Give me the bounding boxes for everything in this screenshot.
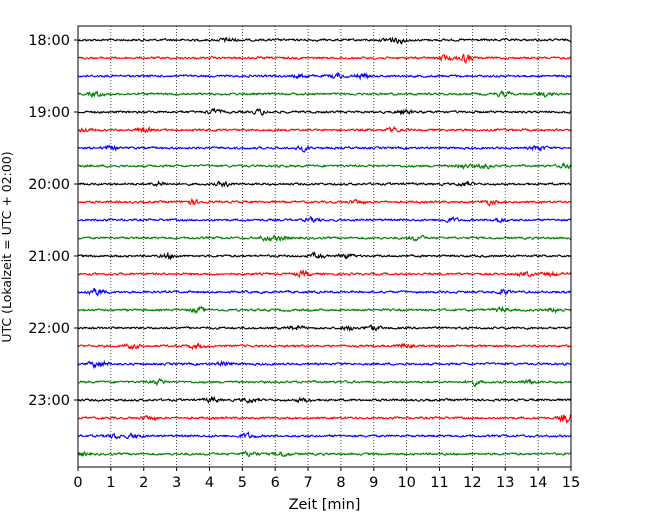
y-tick-label: 22:00	[28, 321, 70, 337]
trace-line	[77, 287, 572, 298]
trace-line	[77, 251, 572, 261]
y-tick-label: 18:00	[28, 33, 70, 49]
trace-line	[77, 359, 572, 370]
y-tick-label: 21:00	[28, 249, 70, 265]
trace-line	[77, 107, 572, 117]
x-tick-label: 0	[73, 475, 82, 491]
trace-line	[77, 342, 572, 351]
x-tick-label: 9	[369, 475, 378, 491]
x-axis-ticks: 0 1 2 3 4 5 6 7 8 9 10 11 12 13 14 15	[73, 467, 580, 491]
trace-line	[77, 450, 572, 458]
y-axis-ticks: 18:00 19:00 20:00 21:00 22:00 23:00	[28, 33, 78, 409]
trace-line	[77, 324, 572, 332]
seismic-traces	[77, 36, 572, 458]
x-tick-label: 7	[303, 475, 312, 491]
trace-line	[77, 179, 572, 189]
x-tick-label: 5	[238, 475, 247, 491]
x-tick-label: 6	[271, 475, 280, 491]
trace-line	[77, 414, 572, 425]
y-tick-label: 23:00	[28, 393, 70, 409]
x-tick-label: 10	[397, 475, 415, 491]
trace-line	[77, 71, 572, 81]
x-tick-label: 14	[529, 475, 547, 491]
x-tick-label: 3	[172, 475, 181, 491]
trace-line	[77, 36, 572, 45]
trace-line	[77, 234, 572, 243]
x-tick-label: 8	[336, 475, 345, 491]
x-tick-label: 12	[463, 475, 481, 491]
trace-line	[77, 431, 572, 440]
trace-line	[77, 215, 572, 224]
x-tick-label: 13	[496, 475, 514, 491]
trace-line	[77, 305, 572, 315]
trace-line	[77, 377, 572, 387]
x-tick-label: 1	[106, 475, 115, 491]
trace-line	[77, 269, 572, 279]
trace-line	[77, 125, 571, 134]
trace-line	[77, 161, 572, 170]
trace-line	[77, 89, 572, 98]
y-tick-label: 19:00	[28, 105, 70, 121]
trace-line	[77, 395, 572, 404]
trace-line	[78, 197, 572, 207]
x-tick-label: 2	[139, 475, 148, 491]
trace-line	[77, 144, 572, 153]
x-axis-title: Zeit [min]	[289, 497, 361, 513]
x-tick-label: 4	[205, 475, 214, 491]
x-tick-label: 15	[562, 475, 580, 491]
trace-line	[77, 53, 572, 64]
plot-frame	[77, 25, 572, 468]
x-tick-label: 11	[430, 475, 448, 491]
y-axis-title: UTC (Lokalzeit = UTC + 02:00)	[0, 151, 14, 342]
y-tick-label: 20:00	[28, 177, 70, 193]
